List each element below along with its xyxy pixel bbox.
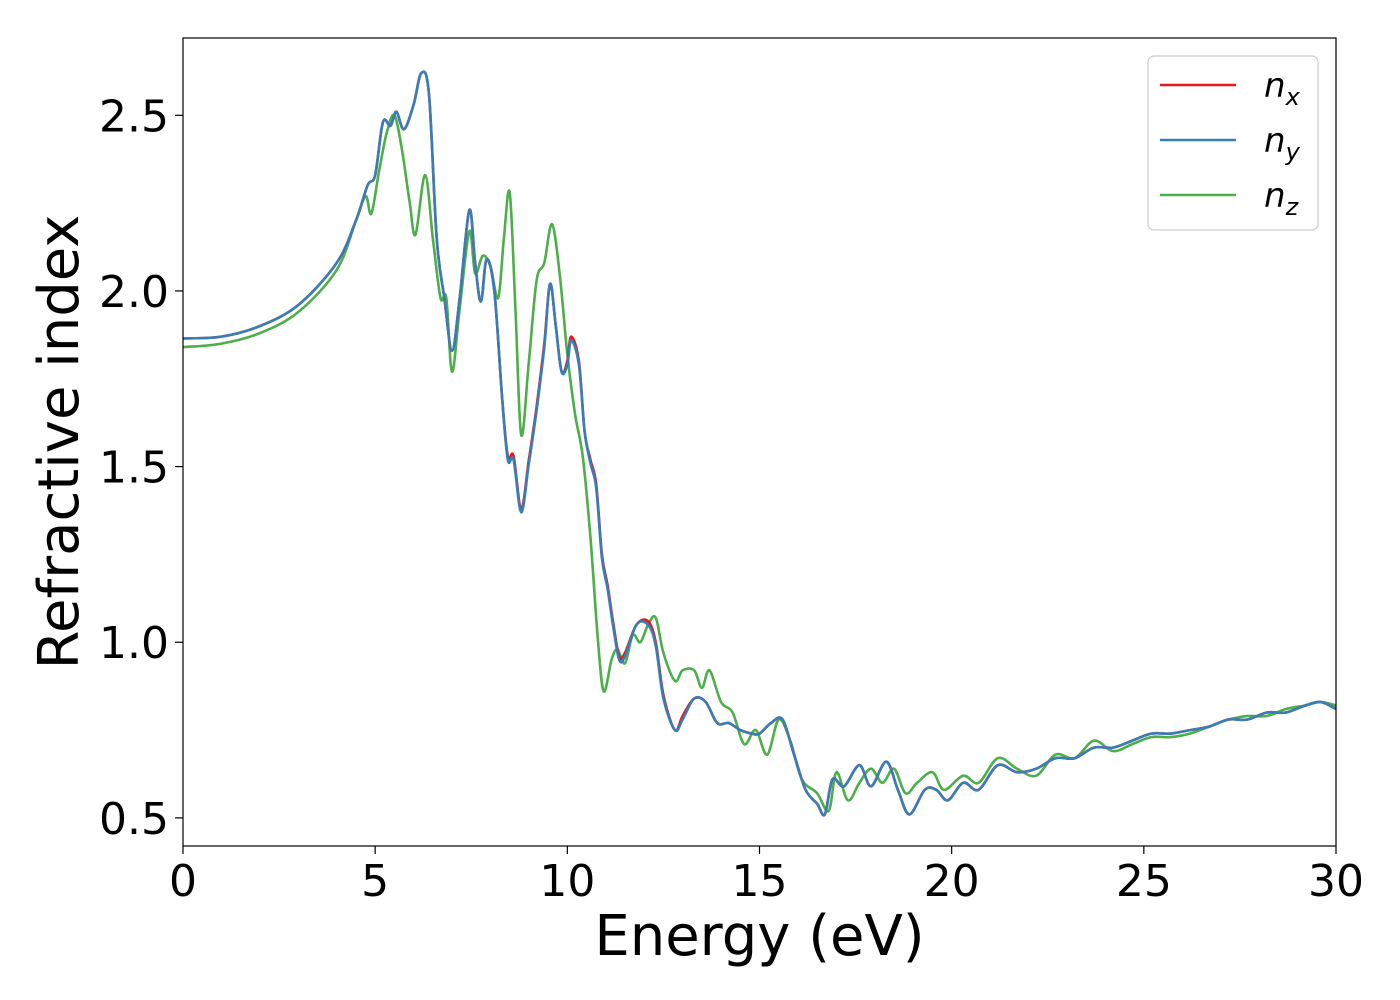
series-line-n-z (183, 113, 1336, 813)
y-tick-label: 1.0 (99, 618, 169, 669)
x-axis-label: Energy (eV) (594, 904, 924, 969)
y-tick-label: 2.5 (99, 91, 169, 142)
legend-label: ny (1264, 121, 1301, 166)
x-tick-label: 0 (169, 856, 197, 907)
y-tick-label: 2.0 (99, 267, 169, 318)
legend-label: nx (1264, 66, 1301, 111)
y-tick-label: 1.5 (99, 443, 169, 494)
series-line-n-y (183, 70, 1336, 817)
x-tick-label: 15 (732, 856, 788, 907)
legend-box (1147, 55, 1319, 231)
x-tick-label: 10 (539, 856, 595, 907)
y-axis-ticks: 0.5 1.0 1.5 2.0 2.5 (99, 91, 183, 845)
x-tick-label: 30 (1308, 856, 1364, 907)
x-tick-label: 25 (1116, 856, 1172, 907)
series-layer (183, 70, 1336, 817)
x-tick-label: 20 (924, 856, 980, 907)
y-axis-label: Refractive index (27, 215, 92, 670)
y-tick-label: 0.5 (99, 794, 169, 845)
x-tick-label: 5 (361, 856, 389, 907)
x-axis-ticks: 0 5 10 15 20 25 30 (169, 846, 1364, 907)
